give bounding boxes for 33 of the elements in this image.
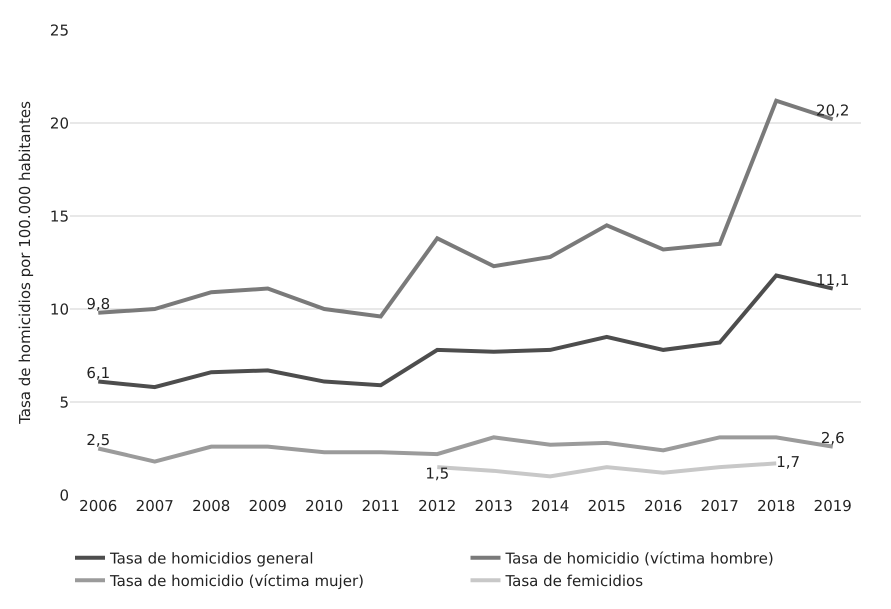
- y-tick-label: 25: [50, 21, 69, 40]
- x-tick-label: 2009: [248, 497, 287, 515]
- data-label: 1,5: [425, 464, 450, 482]
- legend-label: Tasa de femicidios: [504, 572, 644, 590]
- legend-label: Tasa de homicidio (víctima hombre): [504, 550, 774, 568]
- data-label: 9,8: [86, 294, 110, 313]
- x-tick-label: 2017: [700, 497, 739, 515]
- y-tick-label: 20: [50, 114, 69, 132]
- x-tick-label: 2011: [362, 497, 400, 515]
- legend-label: Tasa de homicidios general: [109, 550, 314, 568]
- data-label: 1,7: [776, 453, 800, 472]
- y-tick-label: 10: [50, 300, 69, 318]
- x-tick-label: 2014: [531, 497, 570, 515]
- x-tick-label: 2010: [305, 497, 344, 515]
- data-label: 2,5: [86, 430, 110, 449]
- x-tick-label: 2007: [136, 497, 174, 515]
- y-tick-label: 15: [50, 207, 69, 226]
- data-label: 2,6: [820, 428, 845, 447]
- x-tick-label: 2016: [644, 497, 682, 515]
- legend-label: Tasa de homicidio (víctima mujer): [109, 572, 364, 590]
- x-tick-label: 2018: [757, 497, 796, 515]
- x-tick-label: 2013: [474, 497, 513, 515]
- data-label: 6,1: [86, 364, 110, 382]
- x-tick-label: 2019: [814, 497, 852, 515]
- y-axis-title: Tasa de homicidios por 100.000 habitantes: [16, 100, 34, 425]
- x-tick-label: 2015: [588, 497, 626, 515]
- data-label: 11,1: [816, 270, 850, 289]
- x-tick-label: 2006: [79, 497, 118, 515]
- x-tick-label: 2008: [192, 497, 230, 515]
- y-tick-label: 0: [59, 486, 69, 504]
- x-tick-label: 2012: [418, 497, 456, 515]
- data-label: 20,2: [816, 102, 850, 120]
- y-tick-label: 5: [59, 393, 69, 412]
